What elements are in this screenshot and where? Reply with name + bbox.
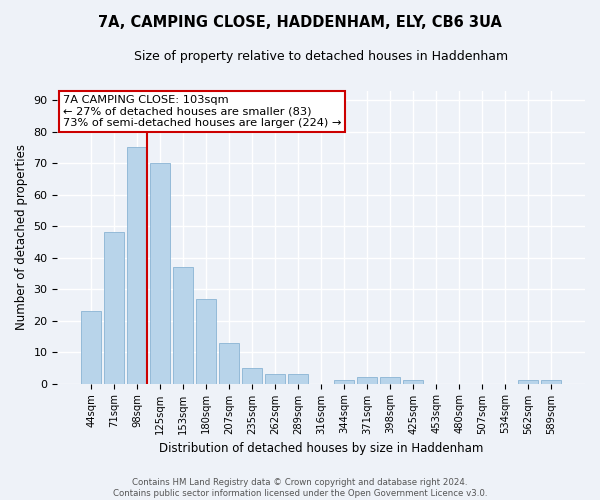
- Bar: [151, 163, 170, 384]
- Title: Size of property relative to detached houses in Haddenham: Size of property relative to detached ho…: [134, 50, 508, 63]
- X-axis label: Distribution of detached houses by size in Haddenham: Distribution of detached houses by size …: [159, 442, 484, 455]
- Bar: [220, 342, 239, 384]
- Text: 7A, CAMPING CLOSE, HADDENHAM, ELY, CB6 3UA: 7A, CAMPING CLOSE, HADDENHAM, ELY, CB6 3…: [98, 15, 502, 30]
- Bar: [127, 148, 147, 384]
- Bar: [265, 374, 285, 384]
- Bar: [541, 380, 561, 384]
- Bar: [358, 378, 377, 384]
- Y-axis label: Number of detached properties: Number of detached properties: [15, 144, 28, 330]
- Bar: [403, 380, 423, 384]
- Bar: [173, 267, 193, 384]
- Text: 7A CAMPING CLOSE: 103sqm
← 27% of detached houses are smaller (83)
73% of semi-d: 7A CAMPING CLOSE: 103sqm ← 27% of detach…: [62, 95, 341, 128]
- Text: Contains HM Land Registry data © Crown copyright and database right 2024.
Contai: Contains HM Land Registry data © Crown c…: [113, 478, 487, 498]
- Bar: [380, 378, 400, 384]
- Bar: [196, 298, 216, 384]
- Bar: [242, 368, 262, 384]
- Bar: [82, 311, 101, 384]
- Bar: [104, 232, 124, 384]
- Bar: [518, 380, 538, 384]
- Bar: [334, 380, 354, 384]
- Bar: [289, 374, 308, 384]
